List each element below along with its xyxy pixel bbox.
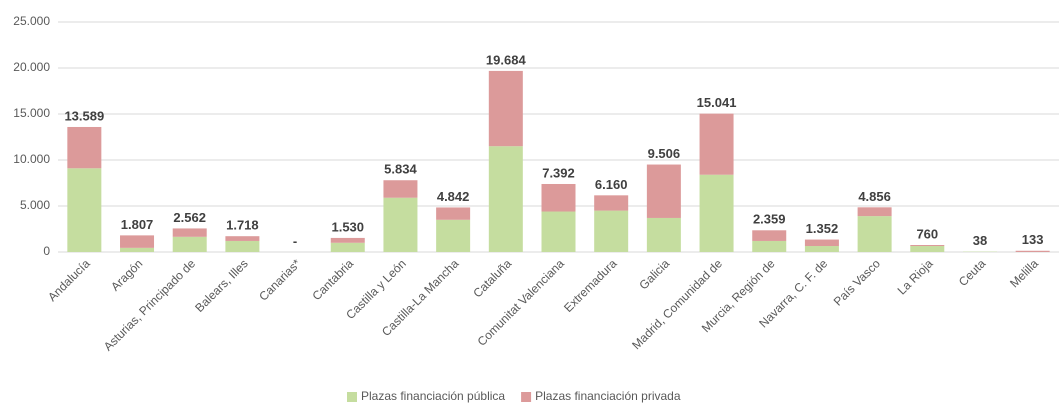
- total-label: -: [293, 233, 297, 248]
- total-label: 1.718: [226, 218, 259, 233]
- x-tick-label: Asturias, Principado de: [101, 256, 198, 353]
- bar-segment: [541, 183, 576, 212]
- total-label: 1.352: [806, 221, 839, 236]
- bar-segment: [436, 207, 471, 220]
- bar-segment: [910, 246, 945, 252]
- bar-segment: [120, 247, 155, 252]
- bar-segment: [172, 228, 207, 237]
- bar-segment: [1015, 250, 1050, 252]
- x-tick-label: Madrid, Comunidad de: [629, 256, 725, 352]
- x-tick-label: Ceuta: [956, 256, 989, 289]
- bar-segment: [752, 240, 787, 252]
- x-tick-label: Galicia: [636, 256, 672, 292]
- bar-segment: [488, 146, 523, 252]
- bar-segment: [172, 236, 207, 252]
- total-label: 760: [916, 226, 938, 241]
- x-tick-label: Comunitat Valenciana: [475, 256, 568, 349]
- bar-segment: [699, 174, 734, 252]
- x-tick-label: Balears, Illes: [192, 256, 250, 314]
- bar-segment: [436, 219, 471, 252]
- x-tick-label: Aragón: [108, 256, 145, 293]
- bar-segment: [646, 164, 681, 218]
- total-label: 9.506: [648, 146, 681, 161]
- bar-segment: [488, 70, 523, 147]
- y-tick-label: 5.000: [20, 198, 50, 212]
- bar-segment: [857, 216, 892, 252]
- x-tick-label: Melilla: [1007, 256, 1041, 290]
- bar-segment: [541, 211, 576, 252]
- total-label: 5.834: [384, 162, 417, 177]
- total-label: 1.807: [121, 217, 154, 232]
- bar-segment: [67, 126, 102, 169]
- bar-segment: [804, 246, 839, 252]
- total-label: 6.160: [595, 177, 628, 192]
- total-label: 7.392: [542, 165, 575, 180]
- legend-label: Plazas financiación pública: [361, 389, 505, 403]
- total-label: 15.041: [697, 95, 737, 110]
- bar-segment: [752, 230, 787, 241]
- total-label: 1.530: [331, 219, 364, 234]
- y-tick-label: 25.000: [13, 14, 50, 28]
- bar-segment: [910, 245, 945, 247]
- legend-label: Plazas financiación privada: [535, 389, 681, 403]
- total-label: 4.842: [437, 189, 470, 204]
- x-tick-label: Cataluña: [470, 256, 514, 300]
- x-tick-label: Extremadura: [561, 256, 620, 315]
- x-tick-label: Canarias*: [256, 256, 303, 303]
- total-label: 38: [973, 233, 987, 248]
- bar-segment: [225, 236, 260, 241]
- total-label: 2.359: [753, 212, 786, 227]
- bar-segment: [383, 180, 418, 198]
- bar-segment: [594, 195, 629, 211]
- total-label: 19.684: [486, 52, 527, 67]
- bar-segment: [330, 237, 365, 243]
- y-tick-label: 15.000: [13, 106, 50, 120]
- y-tick-label: 0: [43, 244, 50, 258]
- bar-segment: [594, 210, 629, 252]
- x-tick-label: Andalucía: [45, 256, 93, 304]
- bar-segment: [646, 217, 681, 252]
- legend-swatch: [521, 392, 532, 402]
- bar-segment: [857, 207, 892, 217]
- x-tick-label: País Vasco: [831, 256, 883, 308]
- bar-segment: [120, 235, 155, 248]
- bar-segment: [330, 242, 365, 252]
- bar-segment: [804, 239, 839, 247]
- total-label: 4.856: [858, 189, 891, 204]
- total-label: 133: [1022, 232, 1044, 247]
- bar-segment: [383, 197, 418, 252]
- bar-segment: [699, 113, 734, 175]
- total-label: 13.589: [64, 108, 104, 123]
- total-label: 2.562: [173, 210, 206, 225]
- bar-segment: [67, 168, 102, 252]
- bar-segment: [225, 240, 260, 252]
- x-tick-label: Cantabria: [309, 256, 356, 303]
- y-tick-label: 20.000: [13, 60, 50, 74]
- y-tick-label: 10.000: [13, 152, 50, 166]
- x-tick-label: La Rioja: [895, 256, 936, 297]
- legend-swatch: [347, 392, 357, 402]
